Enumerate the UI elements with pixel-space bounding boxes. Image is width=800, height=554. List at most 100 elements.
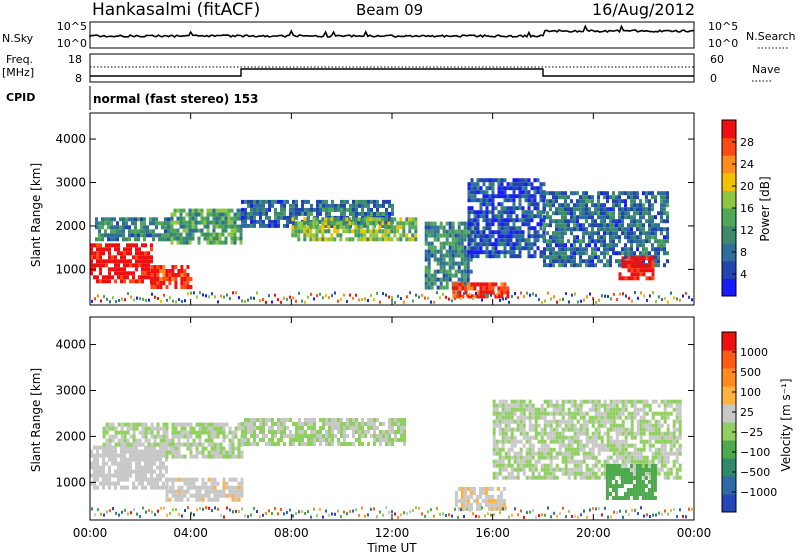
data-cell bbox=[231, 489, 235, 494]
data-cell bbox=[588, 207, 591, 212]
data-cell bbox=[414, 229, 418, 234]
data-cell bbox=[485, 222, 489, 227]
data-cell bbox=[525, 415, 529, 420]
data-cell bbox=[424, 265, 428, 270]
data-cell bbox=[585, 215, 588, 220]
data-cell bbox=[657, 435, 661, 440]
data-cell bbox=[657, 455, 661, 460]
data-cell bbox=[237, 493, 241, 498]
data-cell bbox=[564, 191, 567, 196]
data-cell bbox=[585, 399, 589, 404]
data-cell bbox=[207, 442, 211, 447]
data-cell bbox=[615, 431, 619, 436]
data-cell bbox=[157, 297, 159, 300]
data-cell bbox=[466, 498, 470, 503]
data-cell bbox=[479, 230, 483, 235]
data-cell bbox=[144, 434, 148, 439]
data-cell bbox=[153, 469, 156, 474]
data-cell bbox=[473, 286, 477, 291]
data-cell bbox=[685, 515, 687, 519]
data-cell bbox=[161, 225, 164, 230]
data-cell bbox=[379, 434, 382, 438]
data-cell bbox=[185, 236, 189, 241]
data-cell bbox=[576, 215, 579, 220]
data-cell bbox=[231, 477, 235, 482]
data-cell bbox=[424, 257, 428, 262]
data-cell bbox=[603, 431, 607, 436]
data-cell bbox=[579, 243, 582, 248]
data-cell bbox=[343, 438, 346, 442]
data-cell bbox=[201, 485, 205, 490]
data-cell bbox=[141, 263, 144, 268]
data-cell bbox=[363, 237, 367, 242]
data-cell bbox=[343, 422, 346, 426]
data-cell bbox=[518, 182, 522, 187]
data-cell bbox=[609, 243, 612, 248]
data-cell bbox=[555, 211, 558, 216]
data-cell bbox=[213, 426, 217, 431]
data-cell bbox=[487, 486, 491, 491]
data-cell bbox=[524, 198, 528, 203]
data-cell bbox=[289, 215, 292, 220]
data-cell bbox=[167, 229, 170, 234]
data-cell bbox=[108, 251, 111, 256]
data-cell bbox=[310, 515, 312, 519]
data-cell bbox=[526, 511, 528, 515]
data-cell bbox=[135, 263, 138, 268]
data-cell bbox=[120, 473, 123, 478]
data-cell bbox=[171, 442, 175, 447]
data-cell bbox=[624, 203, 627, 208]
data-cell bbox=[546, 263, 549, 268]
data-cell bbox=[573, 399, 577, 404]
data-cell bbox=[633, 431, 637, 436]
data-cell bbox=[467, 210, 471, 215]
data-cell bbox=[620, 468, 624, 472]
data-cell bbox=[304, 422, 307, 426]
data-cell bbox=[528, 411, 532, 416]
data-cell bbox=[494, 238, 498, 243]
data-cell bbox=[577, 515, 579, 519]
data-cell bbox=[241, 438, 244, 442]
data-cell bbox=[460, 229, 464, 234]
data-cell bbox=[213, 493, 217, 498]
data-cell bbox=[132, 481, 135, 486]
data-cell bbox=[321, 217, 325, 222]
data-cell bbox=[639, 415, 643, 420]
data-cell bbox=[549, 475, 553, 480]
data-cell bbox=[250, 513, 252, 517]
data-cell bbox=[570, 419, 574, 424]
data-cell bbox=[222, 485, 226, 490]
data-cell bbox=[666, 227, 669, 232]
data-cell bbox=[454, 273, 458, 278]
data-cell bbox=[624, 459, 628, 464]
data-cell bbox=[259, 299, 261, 303]
data-cell bbox=[591, 235, 594, 240]
data-cell bbox=[639, 239, 642, 244]
data-cell bbox=[250, 203, 253, 208]
data-cell bbox=[331, 422, 334, 426]
data-cell bbox=[616, 298, 618, 301]
data-cell bbox=[627, 223, 630, 228]
data-cell bbox=[174, 497, 178, 502]
data-cell bbox=[180, 281, 184, 285]
data-cell bbox=[498, 463, 502, 468]
data-cell bbox=[494, 246, 498, 251]
data-cell bbox=[504, 455, 508, 460]
x-tick-label: 08:00 bbox=[274, 526, 309, 540]
data-cell bbox=[316, 207, 319, 212]
data-cell bbox=[500, 294, 504, 299]
data-cell bbox=[470, 294, 474, 299]
data-cell bbox=[624, 251, 627, 256]
data-cell bbox=[518, 218, 522, 223]
data-cell bbox=[349, 442, 352, 446]
data-cell bbox=[135, 422, 139, 427]
data-cell bbox=[262, 430, 265, 434]
data-cell bbox=[209, 232, 213, 237]
data-cell bbox=[194, 208, 198, 213]
data-cell bbox=[609, 415, 613, 420]
data-cell bbox=[627, 256, 631, 261]
data-cell bbox=[603, 475, 607, 480]
data-cell bbox=[633, 223, 636, 228]
data-cell bbox=[636, 427, 640, 432]
data-cell bbox=[591, 219, 594, 224]
